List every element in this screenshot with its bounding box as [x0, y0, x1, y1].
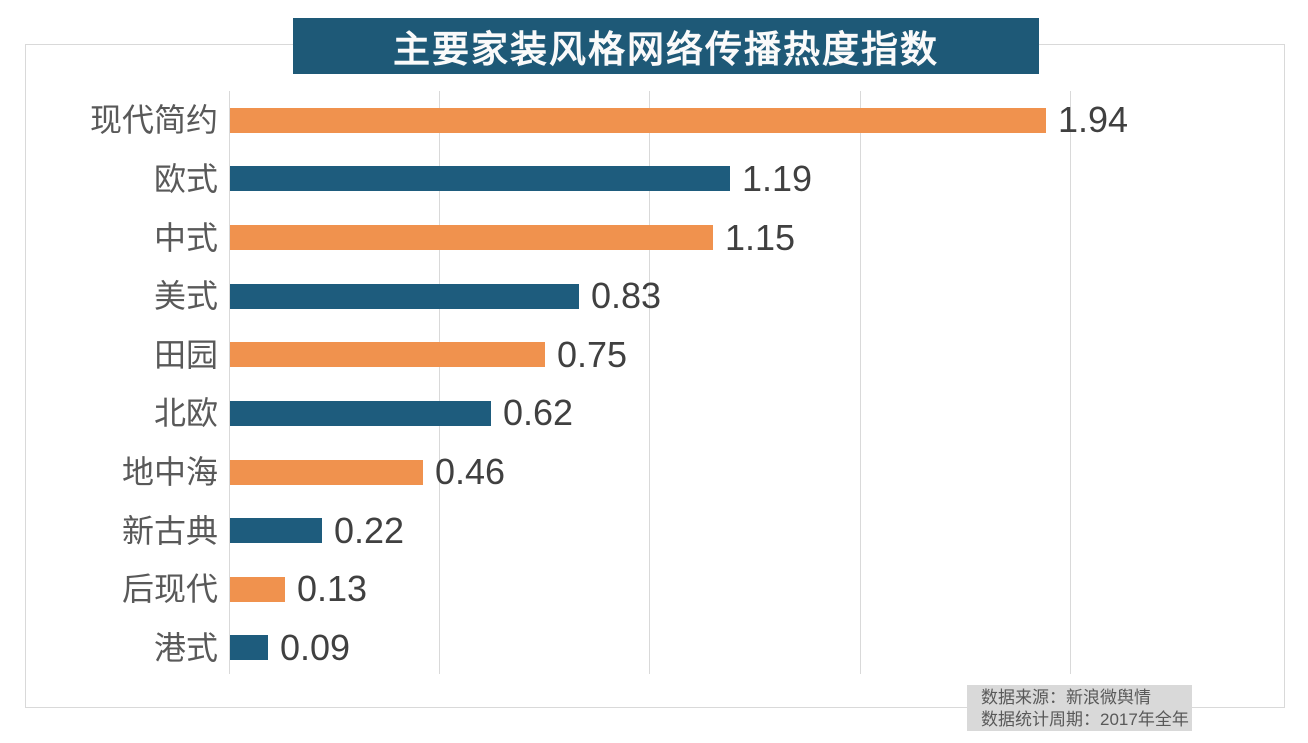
chart-title: 主要家装风格网络传播热度指数: [393, 29, 939, 70]
source-line2: 数据统计周期：2017年全年: [981, 710, 1189, 729]
value-label: 0.09: [280, 626, 351, 668]
bar: [230, 166, 730, 192]
bar-row: 现代简约 1.94: [0, 91, 1308, 150]
gridline: [439, 91, 440, 674]
bar: [230, 400, 491, 426]
value-label: 0.13: [297, 568, 368, 610]
bar: [230, 576, 285, 602]
category-label: 现代简约: [89, 102, 218, 139]
bar-row: 美式 0.83: [0, 267, 1308, 326]
category-label: 港式: [153, 629, 218, 666]
category-label: 后现代: [121, 571, 218, 608]
bar-row: 新古典 0.22: [0, 501, 1308, 560]
bar-row: 田园 0.75: [0, 326, 1308, 385]
gridline: [649, 91, 650, 674]
category-label: 欧式: [153, 160, 218, 197]
bar: [230, 107, 1046, 133]
source-box: 数据来源：新浪微舆情 数据统计周期：2017年全年: [967, 685, 1192, 731]
value-label: 0.83: [591, 275, 662, 317]
bar-row: 中式 1.15: [0, 208, 1308, 267]
category-label: 新古典: [121, 512, 218, 549]
bar-row: 港式 0.09: [0, 619, 1308, 678]
bar: [230, 283, 579, 309]
bar-row: 地中海 0.46: [0, 443, 1308, 502]
gridline: [229, 91, 230, 674]
category-label: 中式: [153, 219, 218, 256]
category-label: 北欧: [153, 395, 218, 432]
value-label: 1.15: [725, 216, 796, 258]
value-label: 0.75: [557, 333, 628, 375]
category-label: 美式: [153, 278, 218, 315]
bar: [230, 342, 545, 368]
gridline: [1070, 91, 1071, 674]
value-label: 0.22: [334, 509, 405, 551]
value-label: 0.46: [435, 451, 506, 493]
bar-row: 北欧 0.62: [0, 384, 1308, 443]
chart-title-bar: 主要家装风格网络传播热度指数: [293, 18, 1039, 74]
bar-row: 欧式 1.19: [0, 150, 1308, 209]
bar: [230, 459, 423, 485]
value-label: 1.94: [1058, 99, 1129, 141]
bar-rows: 现代简约 1.94 欧式 1.19 中式 1.15 美式 0.83 田园 0.75 北欧 0.62 地中…: [0, 91, 1308, 677]
bar: [230, 635, 268, 661]
value-label: 1.19: [742, 157, 813, 199]
bar: [230, 518, 322, 544]
bar: [230, 225, 713, 251]
category-label: 地中海: [121, 454, 218, 491]
source-line1: 数据来源：新浪微舆情: [981, 688, 1151, 707]
category-label: 田园: [153, 336, 218, 373]
bar-row: 后现代 0.13: [0, 560, 1308, 619]
value-label: 0.62: [503, 392, 574, 434]
gridline: [860, 91, 861, 674]
